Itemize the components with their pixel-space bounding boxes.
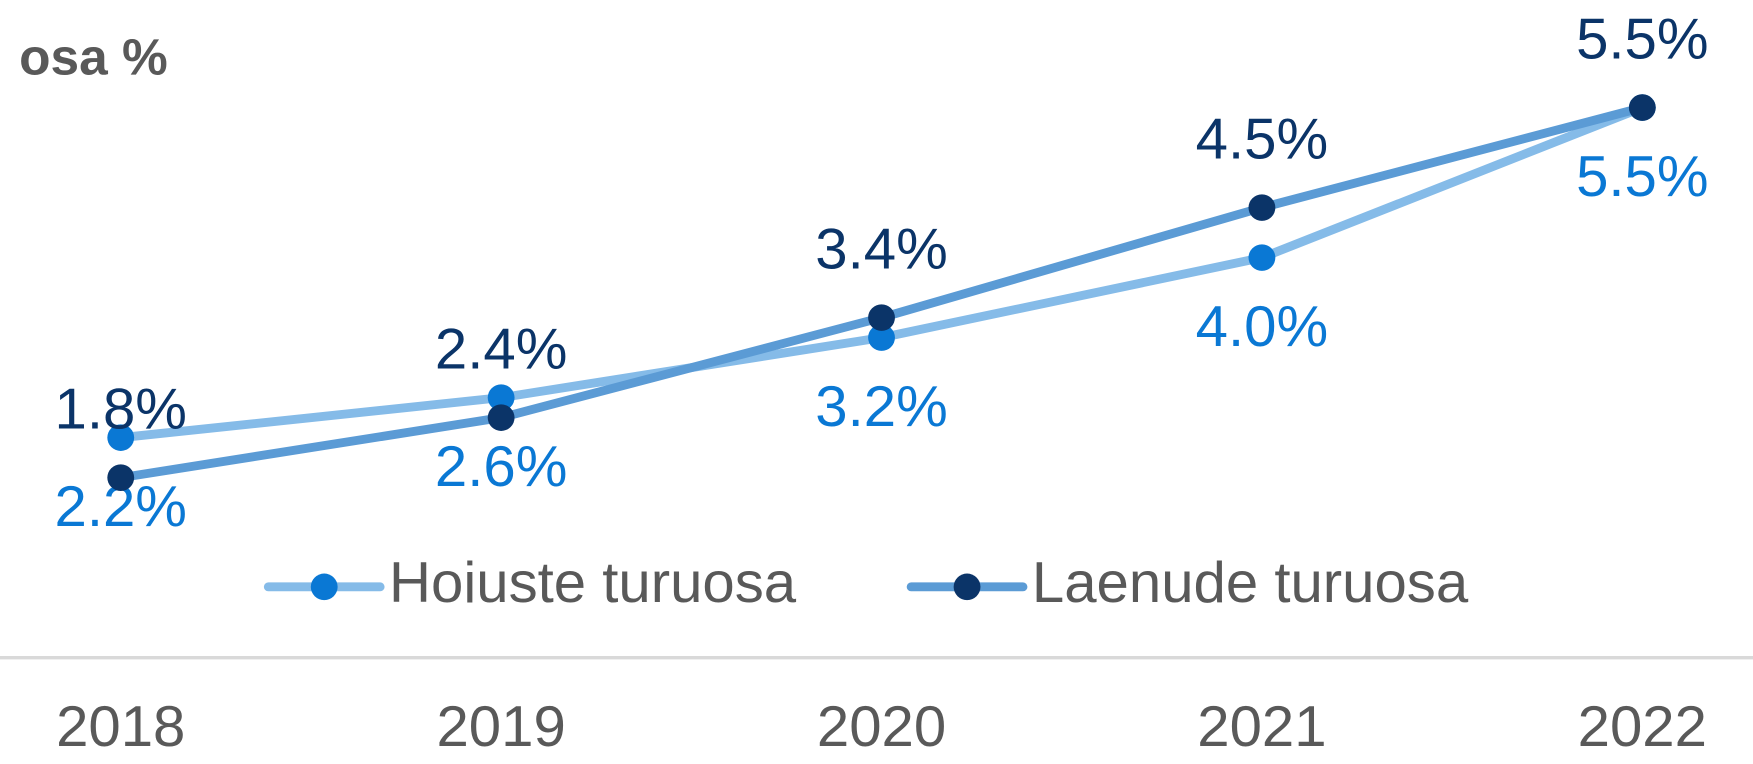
marker [1248,194,1276,221]
x-tick-label: 2019 [436,695,565,759]
marker [1248,244,1276,271]
marker [107,424,135,451]
marker [868,304,895,331]
legend-marker [310,573,338,601]
data-label: 4.0% [1196,295,1328,359]
legend-label: Hoiuste turuosa [389,551,797,615]
data-label: 5.5% [1576,8,1708,72]
chart-title: osa % [19,29,168,86]
data-label: 1.8% [55,378,187,442]
x-tick-label: 2022 [1578,695,1707,759]
data-label: 3.4% [815,218,947,282]
marker [1628,94,1656,121]
legend-marker [953,573,981,601]
data-label: 2.4% [435,318,567,382]
x-tick-label: 2020 [817,695,946,759]
marker [487,384,515,411]
x-tick-label: 2021 [1197,695,1326,759]
legend-label: Laenude turuosa [1032,551,1469,615]
data-label: 4.5% [1196,108,1328,172]
marker [107,464,135,491]
marker [868,324,895,351]
x-tick-label: 2018 [56,695,185,759]
marker [487,404,515,431]
data-label: 5.5% [1576,145,1708,209]
data-label: 2.6% [435,435,567,499]
data-label: 3.2% [815,375,947,439]
